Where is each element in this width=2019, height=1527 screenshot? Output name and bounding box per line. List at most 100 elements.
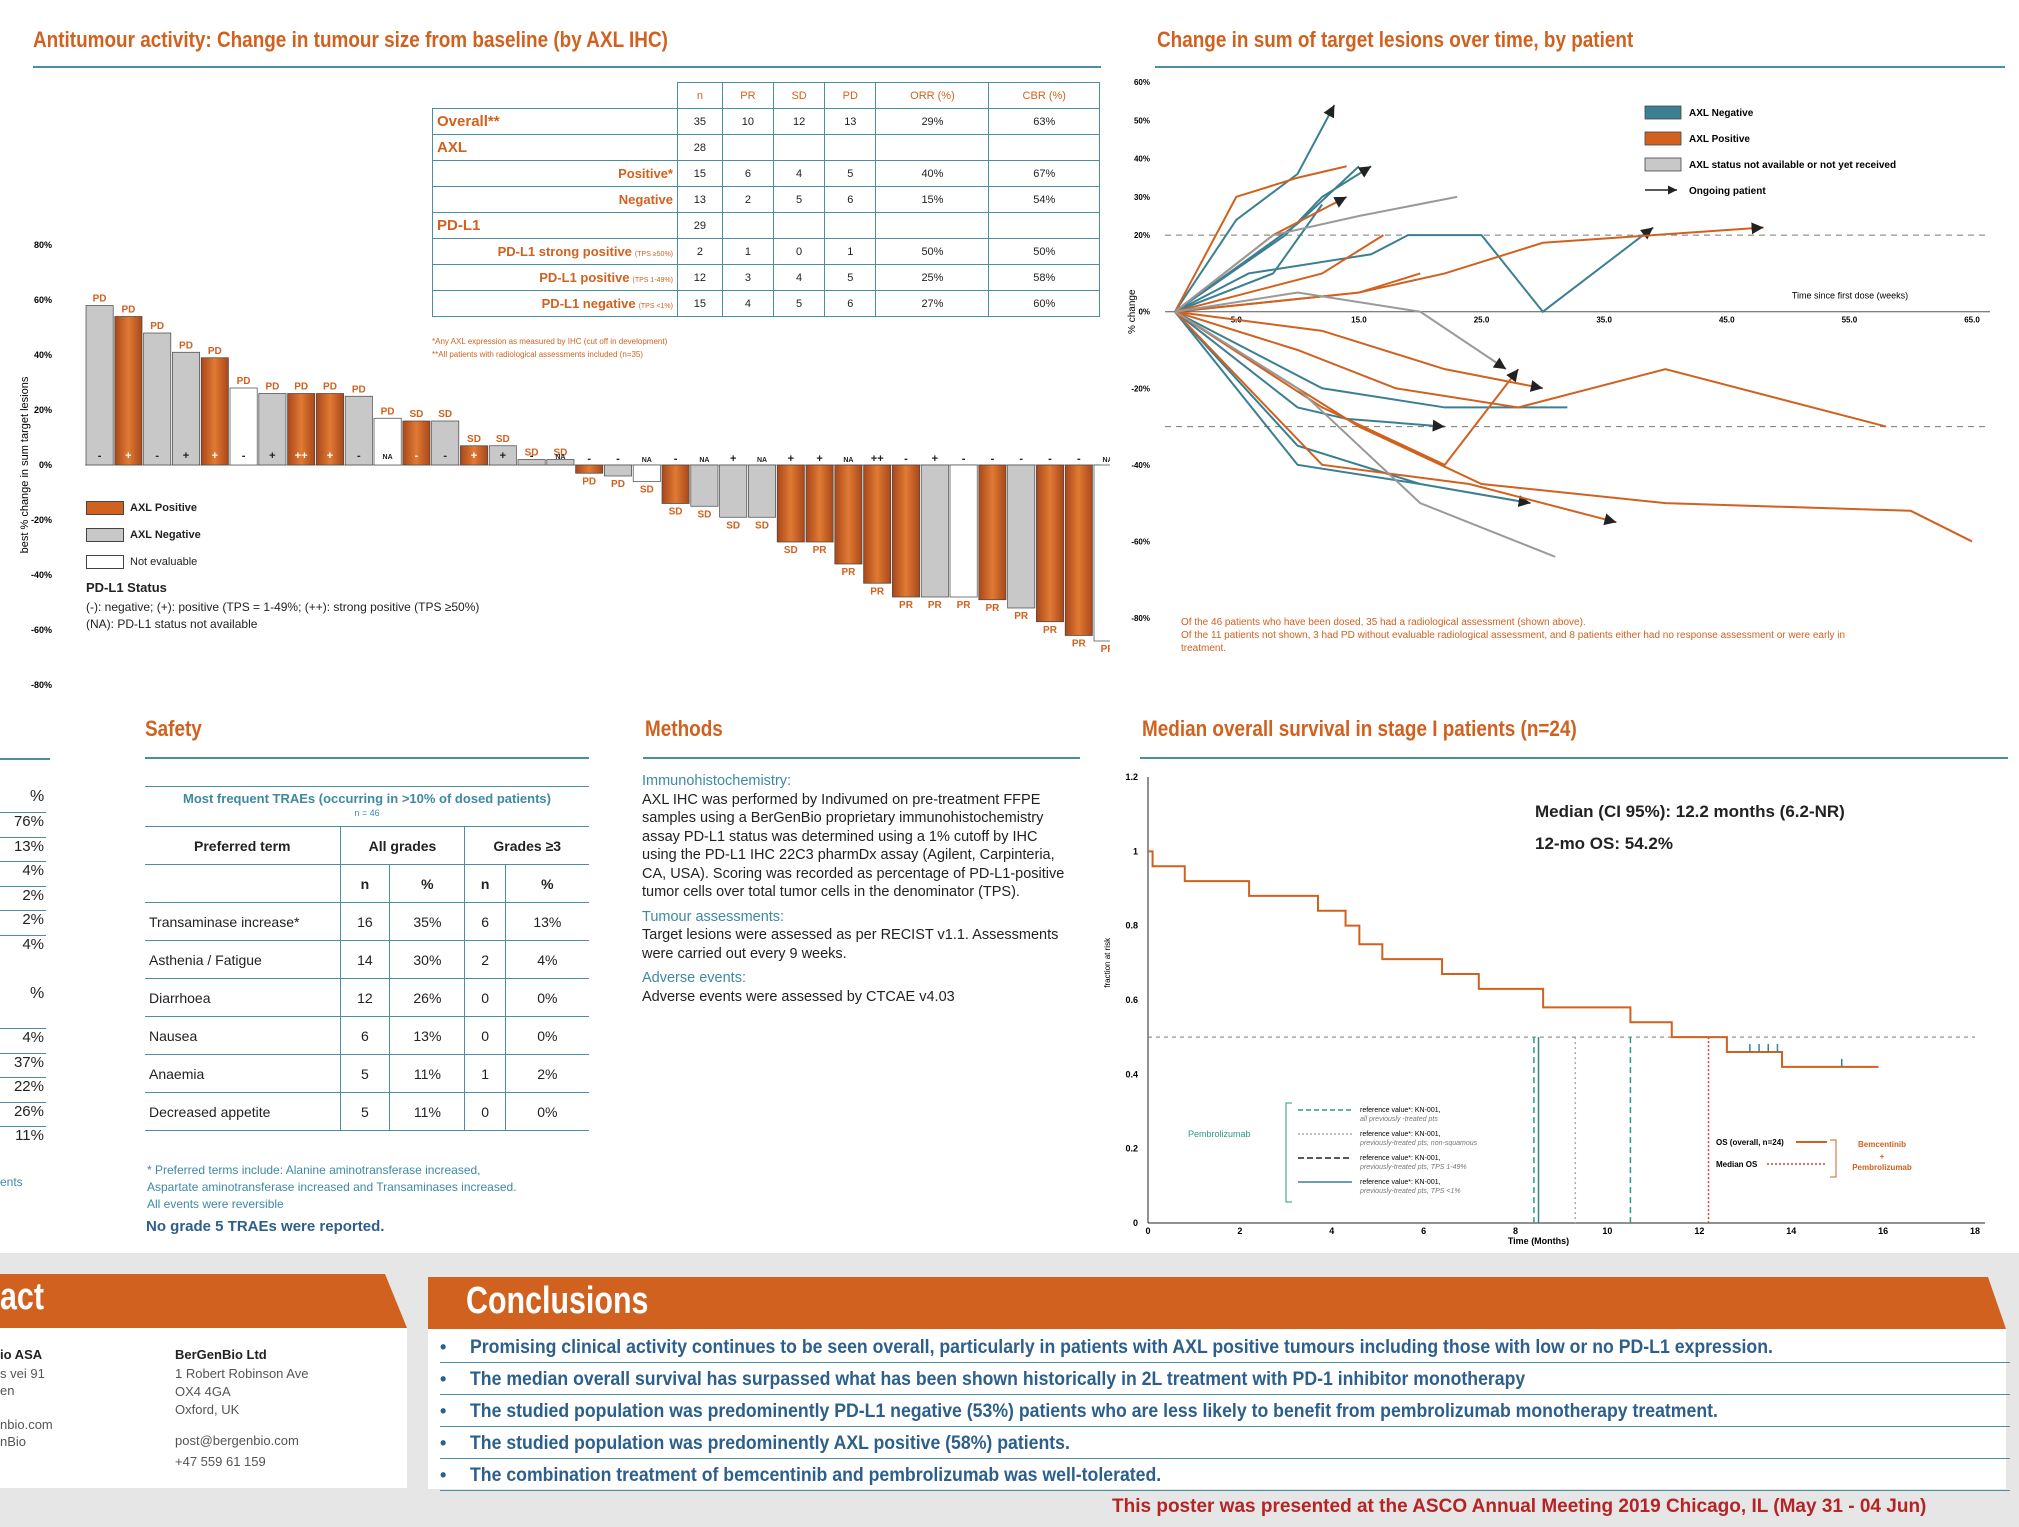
waterfall-bar: [719, 464, 748, 518]
waterfall-pdl1-label: +: [500, 450, 506, 462]
safety-sub-blank: [145, 864, 340, 903]
os-ref-legend-text: reference value*: KN-001,: [1360, 1107, 1441, 1114]
resp-cell: 6: [721, 160, 775, 187]
os-median: Median (CI 95%): 12.2 months (6.2-NR): [1535, 802, 1845, 821]
resp-cell: 5: [773, 186, 826, 213]
waterfall-legend: AXL Positive AXL Negative Not evaluable: [86, 494, 201, 575]
waterfall-bar: [690, 464, 719, 507]
spider-ytick: 40%: [1134, 155, 1150, 164]
left-col2-value: 26%: [0, 1101, 46, 1127]
os-ytick: 1: [1133, 846, 1138, 856]
contact-header-bar: [0, 1274, 407, 1328]
waterfall-bar: [316, 393, 344, 466]
conclusion-item: • The studied population was predominentl…: [440, 1397, 2010, 1427]
resp-cell: 4: [773, 160, 826, 187]
bullet-icon: •: [440, 1337, 447, 1357]
left-col1-value: 13%: [0, 836, 46, 862]
waterfall-bar: [114, 316, 143, 466]
spider-series-line: [1174, 311, 1531, 508]
left-col2-value: 4%: [0, 1028, 46, 1053]
os-xtick: 16: [1878, 1226, 1888, 1236]
waterfall-rule: [33, 66, 1101, 68]
spider-series-line: [1174, 310, 1544, 392]
safety-cell: 0%: [504, 1092, 589, 1131]
left-col2-value: 11%: [0, 1126, 46, 1151]
os-ytick: 0.4: [1125, 1069, 1138, 1079]
os-xlabel: Time (Months): [1508, 1236, 1569, 1246]
os-xtick: 18: [1970, 1226, 1980, 1236]
waterfall-pdl1-label: +: [183, 450, 189, 462]
resp-header-blank: [432, 82, 678, 109]
contact-addr3: Oxford, UK: [175, 1402, 240, 1417]
waterfall-pdl1-label: -: [357, 450, 361, 462]
waterfall-response-label: SD: [496, 434, 510, 445]
resp-cell: 5: [824, 264, 877, 291]
waterfall-response-label: PD: [611, 479, 625, 490]
safety-cell: 0: [464, 1092, 506, 1131]
waterfall-ytick: -60%: [31, 625, 52, 635]
os-legend-median: Median OS: [1716, 1160, 1758, 1169]
os-ylabel: fraction at risk: [1103, 937, 1112, 988]
resp-cell: 12: [677, 264, 723, 291]
resp-row-label-text: Positive*: [618, 166, 673, 181]
resp-row-label-text: Overall**: [437, 113, 500, 130]
waterfall-response-label: PR: [870, 586, 885, 597]
resp-row: Positive* 15 6 4 5 40% 67%: [432, 160, 1100, 187]
spider-rule: [1155, 66, 2005, 68]
spider-note-2: Of the 11 patients not shown, 3 had PD w…: [1181, 630, 1846, 641]
resp-row-label: PD-L1 positive (TPS 1-49%): [432, 264, 678, 291]
waterfall-pdl1-label: NA: [699, 457, 709, 464]
resp-cell: 13: [677, 186, 723, 213]
safety-cell: 1: [464, 1054, 506, 1093]
waterfall-response-label: PD: [582, 476, 596, 487]
bullet-icon: •: [440, 1465, 447, 1485]
waterfall-bar: [661, 464, 690, 504]
spider-ytick: 30%: [1134, 193, 1150, 202]
spider-legend-swatch: [1644, 105, 1682, 120]
waterfall-legend-swatch: [86, 500, 124, 515]
left-col1-value: 4%: [0, 861, 46, 886]
os-xtick: 8: [1513, 1226, 1518, 1236]
spider-ytick: 0%: [1138, 308, 1150, 317]
spider-series-line: [1174, 195, 1458, 313]
waterfall-pdl1-label: +: [471, 450, 477, 462]
waterfall-ylabel: best % change in sum target lesions: [19, 376, 31, 553]
waterfall-bar: [748, 464, 776, 518]
left-col-values-2: 4% 37% 22% 26% 11%: [0, 1028, 46, 1151]
waterfall-response-label: SD: [755, 520, 769, 531]
methods-tumour-head: Tumour assessments:: [642, 908, 785, 925]
contact-col1-line: io ASA: [0, 1347, 43, 1362]
os-ref-legend-sub: previously-treated pts, TPS <1%: [1359, 1188, 1461, 1195]
contact-col1-line: nbio.com: [0, 1417, 53, 1432]
waterfall-legend-swatch: [86, 527, 124, 542]
resp-row-label-text: AXL: [437, 139, 467, 156]
waterfall-bar: [172, 351, 200, 466]
waterfall-pdl1-label: +: [730, 453, 736, 465]
os-pembro-label: Pembrolizumab: [1188, 1129, 1251, 1139]
waterfall-response-label: PR: [1101, 644, 1110, 655]
waterfall-bar: [143, 332, 172, 466]
resp-row-label: Overall**: [432, 108, 678, 135]
spider-series-line: [1174, 311, 1617, 526]
safety-cell: 5: [339, 1092, 390, 1131]
os-xtick: 2: [1237, 1226, 1242, 1236]
os-ytick: 0.6: [1125, 995, 1138, 1005]
contact-email[interactable]: post@bergenbio.com: [175, 1433, 299, 1448]
left-pct-header-1: %: [30, 788, 45, 805]
resp-cell: 12: [773, 108, 826, 135]
waterfall-bar: [85, 305, 114, 466]
bullet-icon: •: [440, 1401, 447, 1421]
waterfall-response-label: PD: [93, 294, 107, 305]
resp-row-label-text: PD-L1 positive: [539, 270, 630, 285]
resp-cell: 54%: [988, 186, 1100, 213]
waterfall-ytick: -40%: [31, 570, 52, 580]
resp-row-label: Negative: [432, 186, 678, 213]
waterfall-pdl1-label: -: [616, 453, 620, 465]
resp-footnote-2: **All patients with radiological assessm…: [432, 350, 643, 359]
safety-cell: 0: [464, 978, 506, 1017]
os-ref-legend-text: reference value*: KN-001,: [1360, 1155, 1441, 1162]
methods-tumour-body: Target lesions were assessed as per RECI…: [642, 927, 1059, 962]
waterfall-bar: [1064, 464, 1093, 636]
resp-cell: 6: [824, 290, 877, 317]
